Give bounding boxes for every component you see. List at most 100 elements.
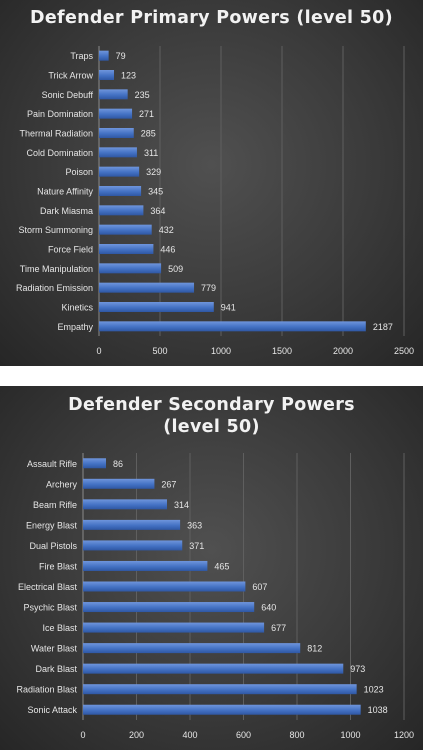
category-label: Kinetics — [61, 303, 93, 313]
x-tick-label: 800 — [289, 730, 304, 740]
bar — [83, 458, 107, 469]
chart-title: Defender Primary Powers (level 50) — [30, 8, 393, 28]
data-label: 640 — [261, 603, 276, 613]
category-label: Beam Rifle — [33, 500, 77, 510]
bar — [83, 499, 167, 510]
category-label: Electrical Blast — [18, 582, 78, 592]
data-label: 1038 — [368, 705, 388, 715]
data-label: 235 — [135, 90, 150, 100]
x-tick-label: 600 — [236, 730, 251, 740]
x-tick-label: 1500 — [272, 346, 292, 356]
x-tick-label: 0 — [80, 730, 85, 740]
category-label: Cold Domination — [26, 148, 93, 158]
x-tick-label: 2000 — [333, 346, 353, 356]
category-label: Archery — [46, 479, 78, 489]
bar — [99, 89, 128, 100]
data-label: 446 — [160, 245, 175, 255]
bar — [99, 108, 133, 119]
bar — [99, 244, 154, 254]
data-label: 465 — [214, 561, 229, 571]
bar — [99, 166, 140, 177]
x-tick-label: 2500 — [394, 346, 414, 356]
data-label: 285 — [141, 129, 156, 139]
bar — [99, 321, 366, 332]
bar — [83, 540, 183, 551]
category-label: Dark Blast — [35, 664, 77, 674]
bar — [99, 302, 214, 312]
bar — [99, 128, 134, 138]
data-label: 779 — [201, 283, 216, 293]
bar — [99, 224, 152, 235]
secondary-powers-chart: Defender Secondary Powers (level 50) Ass… — [0, 386, 423, 750]
category-label: Trick Arrow — [48, 71, 93, 81]
data-label: 1023 — [364, 685, 384, 695]
bar — [99, 205, 144, 216]
data-label: 2187 — [373, 322, 393, 332]
category-label: Pain Domination — [27, 109, 93, 119]
x-tick-label: 1200 — [394, 730, 414, 740]
primary-powers-plot: Traps 79 Trick Arrow 123 Sonic Debuff 235 Pain… — [16, 46, 414, 356]
data-label: 677 — [271, 623, 286, 633]
data-label: 812 — [307, 644, 322, 654]
category-label: Fire Blast — [39, 561, 78, 571]
chart-title: Defender Secondary Powers (level 50) — [68, 395, 355, 437]
data-label: 371 — [189, 541, 204, 551]
data-label: 123 — [121, 71, 136, 81]
x-tick-label: 0 — [96, 346, 101, 356]
data-label: 267 — [161, 479, 176, 489]
category-label: Sonic Attack — [27, 705, 77, 715]
data-label: 509 — [168, 264, 183, 274]
bar — [99, 147, 137, 158]
data-label: 607 — [252, 582, 267, 592]
bar — [83, 643, 301, 654]
bar — [83, 704, 361, 715]
data-label: 941 — [221, 303, 236, 313]
data-label: 973 — [350, 664, 365, 674]
data-label: 311 — [144, 148, 158, 158]
category-label: Traps — [70, 51, 93, 61]
bar — [83, 602, 255, 613]
category-label: Time Manipulation — [20, 264, 93, 274]
bar — [99, 263, 162, 274]
data-label: 271 — [139, 109, 154, 119]
category-label: Storm Summoning — [18, 225, 93, 235]
category-label: Radiation Blast — [16, 685, 77, 695]
category-label: Psychic Blast — [23, 603, 77, 613]
bar — [99, 186, 142, 196]
data-label: 363 — [187, 520, 202, 530]
category-label: Dark Miasma — [40, 206, 93, 216]
primary-powers-chart: Defender Primary Powers (level 50) Traps… — [0, 0, 423, 366]
category-label: Nature Affinity — [37, 187, 93, 197]
bar — [99, 282, 195, 293]
x-tick-label: 500 — [152, 346, 167, 356]
data-label: 329 — [146, 167, 161, 177]
data-label: 79 — [116, 51, 126, 61]
data-label: 364 — [150, 206, 165, 216]
data-label: 432 — [159, 225, 174, 235]
category-label: Water Blast — [31, 644, 78, 654]
bar — [83, 478, 155, 489]
category-label: Energy Blast — [26, 520, 78, 530]
category-label: Force Field — [48, 245, 93, 255]
secondary-powers-plot: Assault Rifle 86 Archery 267 Beam Rifle 314 En… — [16, 453, 414, 740]
category-label: Thermal Radiation — [19, 129, 93, 139]
category-label: Radiation Emission — [16, 283, 93, 293]
category-label: Dual Pistols — [29, 541, 77, 551]
data-label: 314 — [174, 500, 189, 510]
category-label: Ice Blast — [42, 623, 77, 633]
bar — [83, 684, 357, 695]
x-tick-label: 400 — [182, 730, 197, 740]
category-label: Sonic Debuff — [42, 90, 94, 100]
x-tick-label: 1000 — [211, 346, 231, 356]
data-label: 345 — [148, 187, 163, 197]
bar — [83, 622, 265, 633]
bar — [99, 70, 115, 80]
x-tick-label: 1000 — [340, 730, 360, 740]
category-label: Assault Rifle — [27, 459, 77, 469]
bar — [83, 663, 344, 674]
bar — [83, 560, 208, 571]
category-label: Poison — [65, 167, 93, 177]
data-label: 86 — [113, 459, 123, 469]
bar — [83, 581, 246, 592]
category-label: Empathy — [57, 322, 93, 332]
